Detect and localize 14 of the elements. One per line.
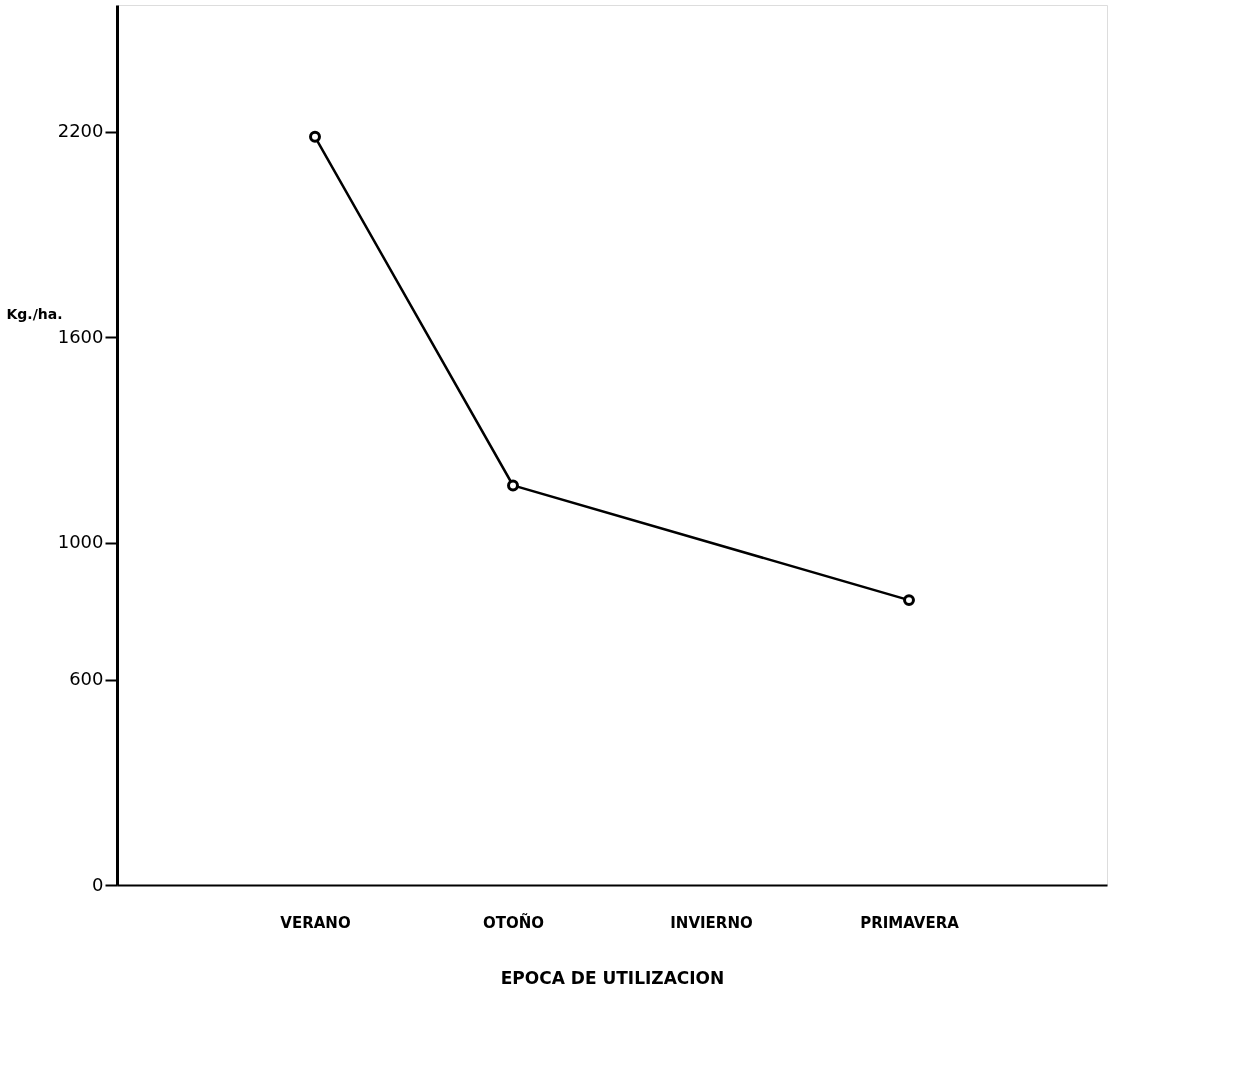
x-tick-label: PRIMAVERA [860,913,960,932]
y-tick-label: 1000 [57,531,104,553]
y-tick-label: 2200 [57,120,104,142]
x-tick-label: VERANO [280,913,351,932]
y-tick-label: 0 [92,873,104,895]
y-tick-label: 1600 [57,325,104,347]
x-axis-title: EPOCA DE UTILIZACION [500,967,725,988]
point [903,594,915,607]
y-tick-label: 600 [69,668,104,690]
x-tick-label: INVIERNO [670,913,753,932]
point [507,479,519,492]
point [309,130,321,143]
x-tick-label: OTOÑO [482,912,545,932]
y-axis-title: Kg./ha. [6,306,63,323]
